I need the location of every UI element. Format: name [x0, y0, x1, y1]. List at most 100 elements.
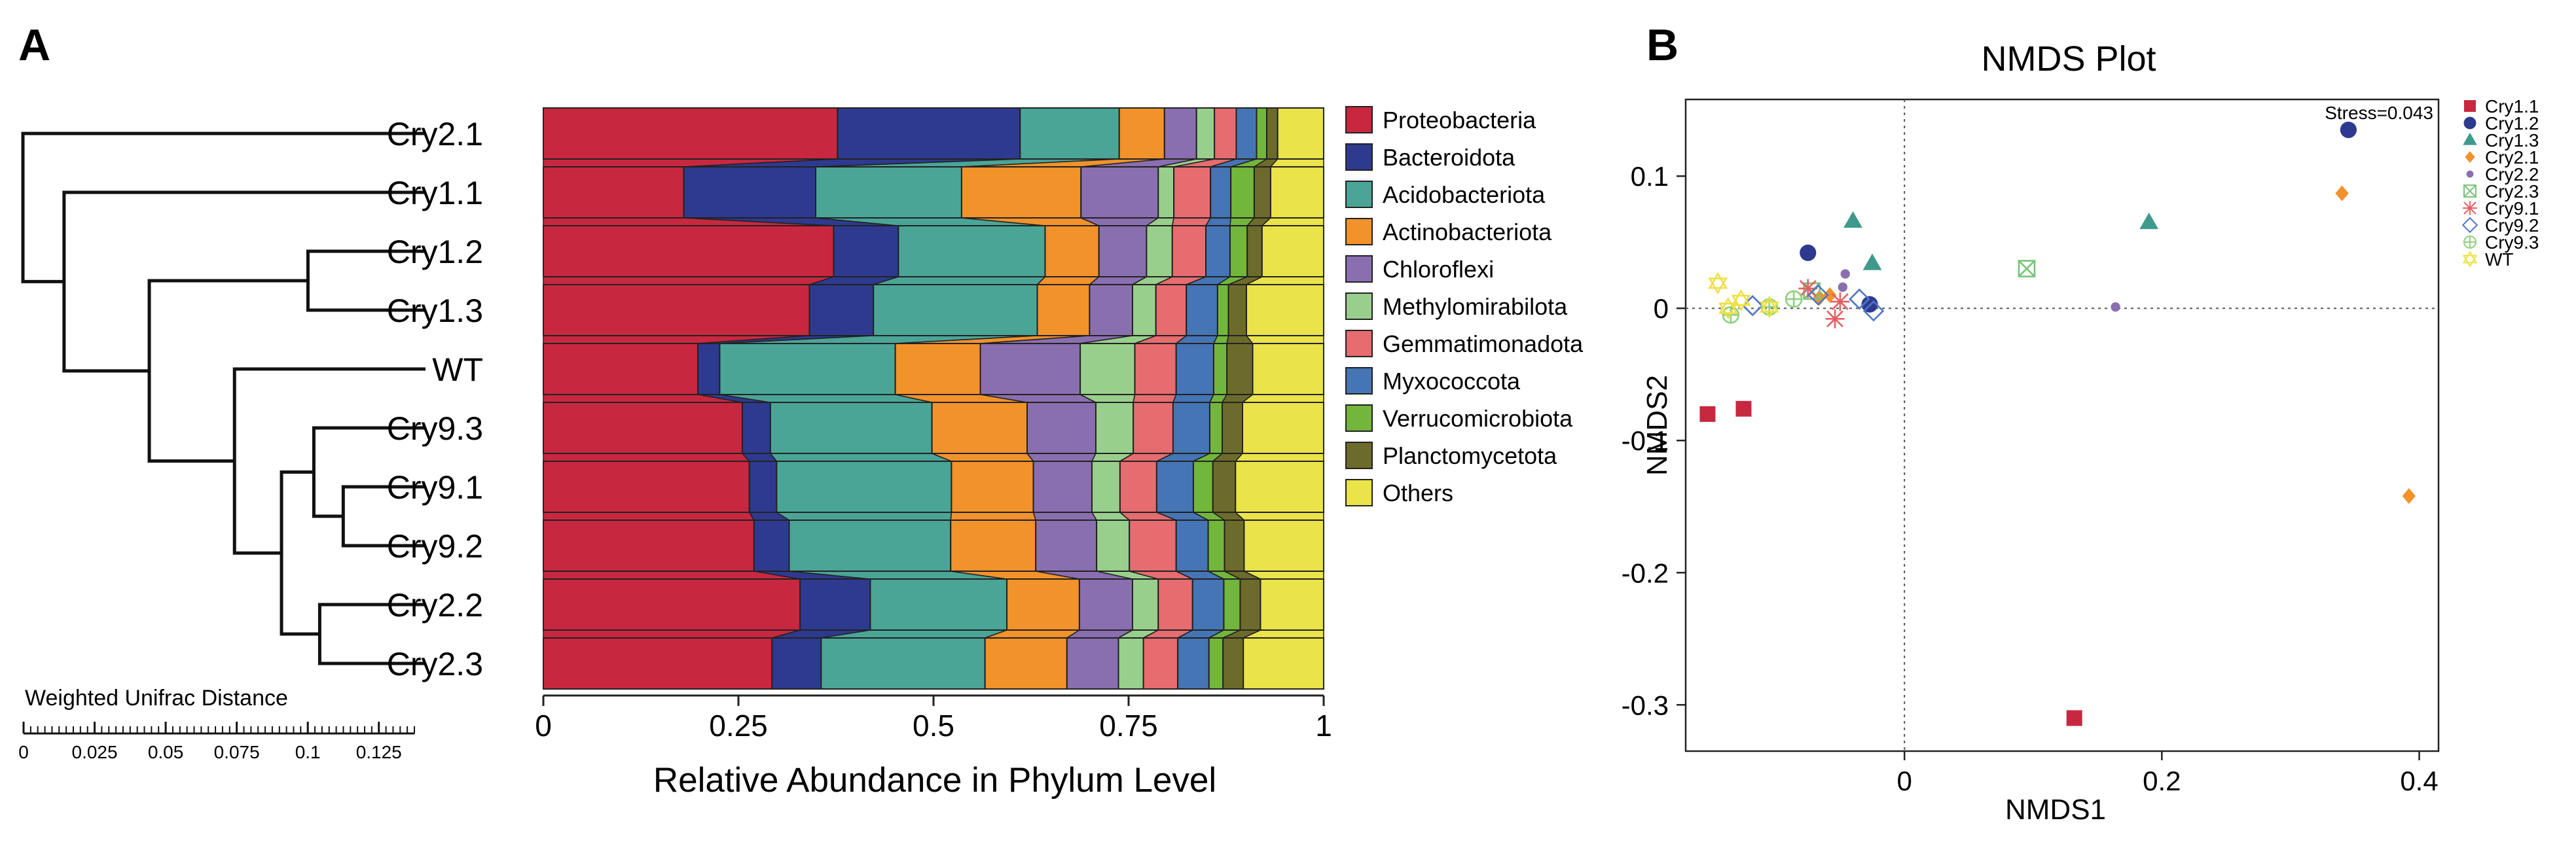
bar-segment-cry2-1-actinobacteriota — [1118, 107, 1165, 160]
bar-segment-cry9-3-chloroflexi — [1026, 402, 1097, 454]
x-tick-label: 0.75 — [1099, 709, 1158, 743]
bar-segment-cry9-3-gemmatimonadota — [1133, 402, 1174, 454]
point-cry9-2-1 — [1741, 294, 1764, 317]
bar-segment-cry1-1-acidobacteriota — [815, 166, 962, 219]
connector-myxococcota-2 — [1205, 217, 1232, 226]
bar-segment-cry2-2-myxococcota — [1191, 578, 1225, 631]
point-wt-2 — [1718, 297, 1738, 320]
legend-swatch-verrucomicrobiota — [1345, 404, 1373, 432]
bar-segment-cry1-1-bacteroidota — [683, 166, 817, 219]
bar-segment-cry9-2-planctomycetota — [1224, 520, 1245, 572]
point-cry1-2-1 — [1800, 244, 1817, 261]
legend-swatch-actinobacteriota — [1345, 218, 1373, 245]
x-tick-label: 0 — [535, 709, 552, 743]
legend-swatch-methylomirabilota — [1345, 292, 1373, 320]
point-cry1-2-3 — [2340, 121, 2357, 139]
point-cry9-2-4 — [1807, 284, 1829, 306]
x-tick-label: 1 — [1315, 709, 1332, 743]
bar-segment-cry9-2-actinobacteriota — [950, 520, 1037, 572]
bar-segment-cry9-2-chloroflexi — [1035, 520, 1098, 572]
bar-segment-wt-planctomycetota — [1226, 343, 1254, 395]
legend-label-others: Others — [1383, 480, 1453, 506]
legend-swatch-myxococcota — [1345, 367, 1373, 395]
bar-segment-wt-gemmatimonadota — [1134, 343, 1177, 395]
bar-segment-cry1-1-planctomycetota — [1253, 166, 1271, 219]
bar-segment-cry2-3-myxococcota — [1177, 637, 1210, 690]
category-label: Cry1.3 — [387, 292, 483, 329]
stacked-bar-chart: Cry2.1 Cry1.1 Cry1.2 Cry1.3 WT Cry9.3 Cry9.1 Cr… — [387, 107, 1332, 800]
bar-segment-cry2-1-chloroflexi — [1163, 107, 1197, 160]
connector-chloroflexi-6 — [1026, 453, 1097, 462]
connector-others-7 — [1234, 512, 1324, 521]
bar-segment-cry9-2-methylomirabilota — [1096, 520, 1131, 572]
legend-label-cry2-2: Cry2.2 — [2485, 164, 2539, 185]
legend-label-cry9-2: Cry9.2 — [2485, 215, 2539, 236]
bar-segment-cry1-2-bacteroidota — [833, 225, 899, 277]
bar-segment-cry9-2-proteobacteria — [543, 520, 755, 572]
connector-actinobacteriota-7 — [950, 512, 1037, 521]
scale-tick-label: 0.1 — [295, 742, 321, 762]
legend-marker-cry9-3 — [2463, 236, 2476, 249]
bar-segment-cry9-2-myxococcota — [1175, 520, 1209, 572]
point-cry9-2-2 — [1849, 288, 1870, 310]
category-label: WT — [432, 351, 483, 388]
bar-segment-cry9-2-acidobacteriota — [788, 520, 952, 572]
bar-segment-cry1-3-chloroflexi — [1089, 284, 1133, 336]
bar-segment-cry1-3-gemmatimonadota — [1155, 284, 1188, 336]
x-tick-label: 0.4 — [2400, 766, 2438, 796]
category-label: Cry1.1 — [387, 175, 483, 211]
bar-segment-cry1-2-others — [1261, 225, 1325, 277]
bar-segment-cry2-1-others — [1277, 107, 1324, 160]
legend-swatch-bacteroidota — [1345, 143, 1373, 171]
bar-segment-cry1-3-actinobacteriota — [1036, 284, 1091, 336]
bar-segment-cry1-3-proteobacteria — [543, 284, 810, 336]
bar-segment-cry2-3-others — [1243, 637, 1324, 690]
legend-label-cry1-3: Cry1.3 — [2485, 130, 2539, 150]
legend-marker-cry9-2 — [2461, 217, 2478, 234]
connector-proteobacteria-6 — [543, 453, 751, 462]
point-cry2-1-4 — [2402, 488, 2416, 504]
bar-segment-cry1-2-proteobacteria — [543, 225, 835, 277]
bar-segment-cry1-3-myxococcota — [1186, 284, 1218, 336]
y-tick-label: -0.3 — [1622, 690, 1669, 720]
y-tick-label: 0 — [1654, 293, 1669, 324]
category-label: Cry9.2 — [387, 528, 483, 565]
bar-segment-cry2-3-acidobacteriota — [820, 637, 986, 690]
scale-tick-label: 0.125 — [356, 742, 402, 762]
point-cry1-3-3 — [2139, 212, 2159, 230]
legend-label-myxococcota: Myxococcota — [1383, 368, 1521, 395]
connector-proteobacteria-9 — [543, 629, 801, 639]
bar-segment-cry9-1-others — [1235, 461, 1324, 513]
x-axis-title: Relative Abundance in Phylum Level — [653, 761, 1216, 800]
x-axis-title: NMDS1 — [2005, 794, 2106, 826]
connector-myxococcota-5 — [1172, 394, 1215, 403]
legend-marker-cry1-1 — [2464, 100, 2476, 112]
x-tick-label: 0.25 — [709, 709, 768, 743]
panel-label-a: A — [18, 20, 50, 70]
bar-segment-cry9-1-proteobacteria — [543, 461, 750, 513]
legend-marker-cry2-2 — [2466, 170, 2474, 178]
point-cry2-1-3 — [2335, 185, 2349, 202]
bar-segment-wt-chloroflexi — [979, 343, 1081, 395]
bar-segment-cry9-1-actinobacteriota — [951, 461, 1034, 513]
legend-swatch-acidobacteriota — [1345, 181, 1373, 208]
point-cry9-2-3 — [1862, 300, 1885, 322]
bar-segment-cry2-3-methylomirabilota — [1117, 637, 1144, 690]
nmds-title: NMDS Plot — [1981, 39, 2156, 79]
legend-label-gemmatimonadota: Gemmatimonadota — [1383, 330, 1584, 357]
connector-others-5 — [1241, 394, 1324, 403]
bar-segment-cry9-3-actinobacteriota — [931, 402, 1028, 454]
connector-chloroflexi-7 — [1032, 512, 1098, 521]
connector-gemmatimonadota-5 — [1133, 394, 1177, 403]
bar-segment-cry9-3-methylomirabilota — [1095, 402, 1134, 454]
point-cry2-3-1 — [2018, 260, 2036, 277]
bar-segment-cry9-1-acidobacteriota — [776, 461, 952, 513]
bar-segment-cry2-3-proteobacteria — [543, 637, 773, 690]
bar-segment-cry2-3-verrucomicrobiota — [1208, 637, 1224, 690]
dendrogram-branch-7 — [147, 279, 308, 463]
bar-segment-cry2-3-gemmatimonadota — [1142, 637, 1179, 690]
category-label: Cry2.2 — [387, 587, 483, 624]
bar-segment-wt-proteobacteria — [543, 343, 699, 395]
dendrogram-branch-9 — [21, 132, 426, 283]
connector-others-1 — [1269, 158, 1324, 167]
